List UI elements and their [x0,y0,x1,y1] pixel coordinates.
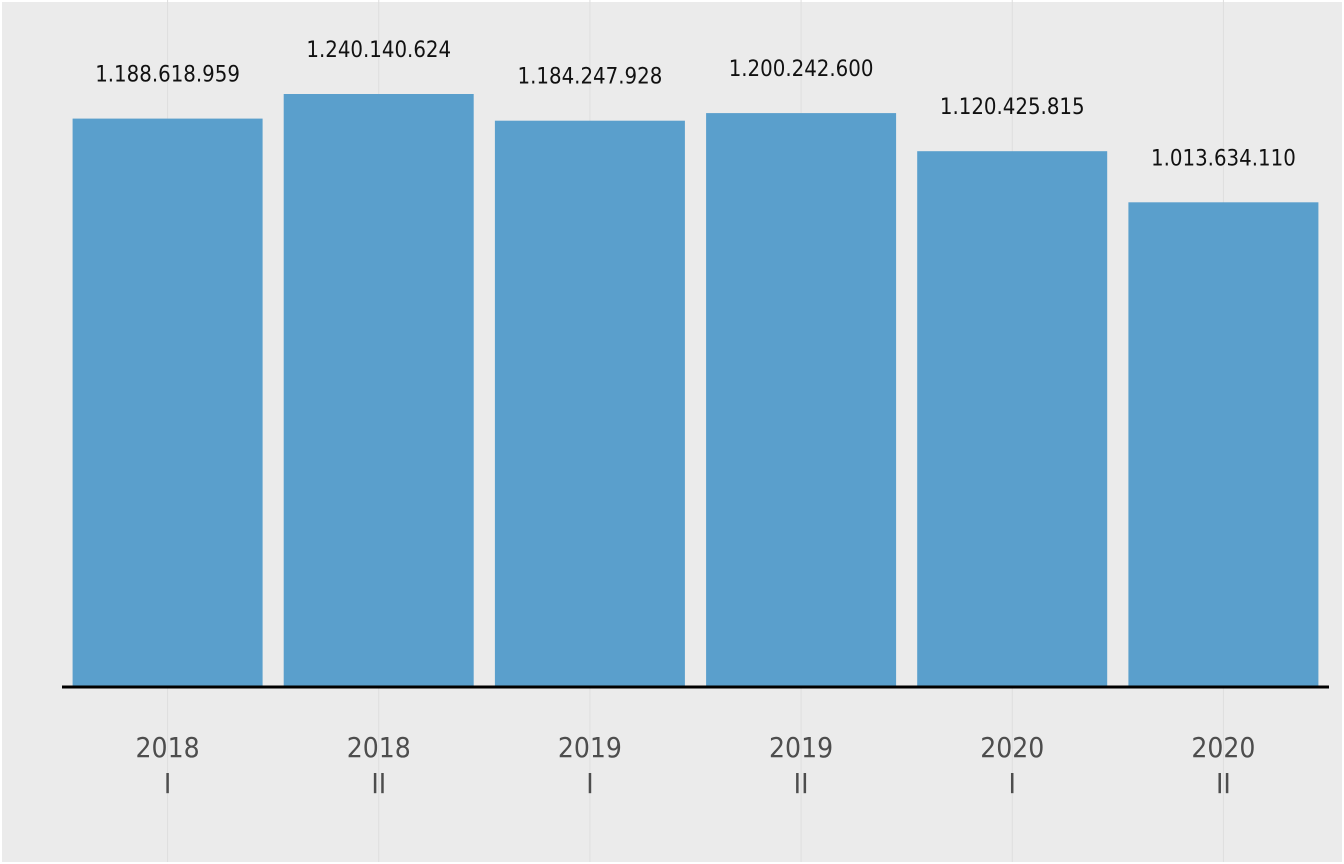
value-label: 1.200.242.600 [729,57,874,82]
tick-label-year: 2020 [980,731,1044,764]
tick-label-year: 2018 [136,731,200,764]
tick-label-half: II [794,767,809,800]
bar [1128,202,1319,688]
tick-label-half: II [1216,767,1231,800]
bar [283,94,474,687]
value-label: 1.188.618.959 [95,63,240,88]
value-label: 1.184.247.928 [518,65,663,90]
value-label: 1.240.140.624 [306,38,451,63]
bar [494,120,685,687]
tick-label-half: I [1009,767,1016,800]
tick-label-half: II [371,767,386,800]
bar [917,151,1108,687]
value-label: 1.120.425.815 [940,95,1085,120]
tick-label-year: 2019 [558,731,622,764]
value-label: 1.013.634.110 [1151,146,1296,171]
bar [706,113,897,688]
tick-label-half: I [586,767,593,800]
bar [72,118,263,688]
bars [72,94,1319,688]
tick-label-year: 2019 [769,731,833,764]
tick-label-half: I [164,767,171,800]
tick-label-year: 2018 [347,731,411,764]
tick-label-year: 2020 [1191,731,1255,764]
value-labels: 1.188.618.959 1.240.140.624 1.184.247.928 1… [95,38,1296,171]
